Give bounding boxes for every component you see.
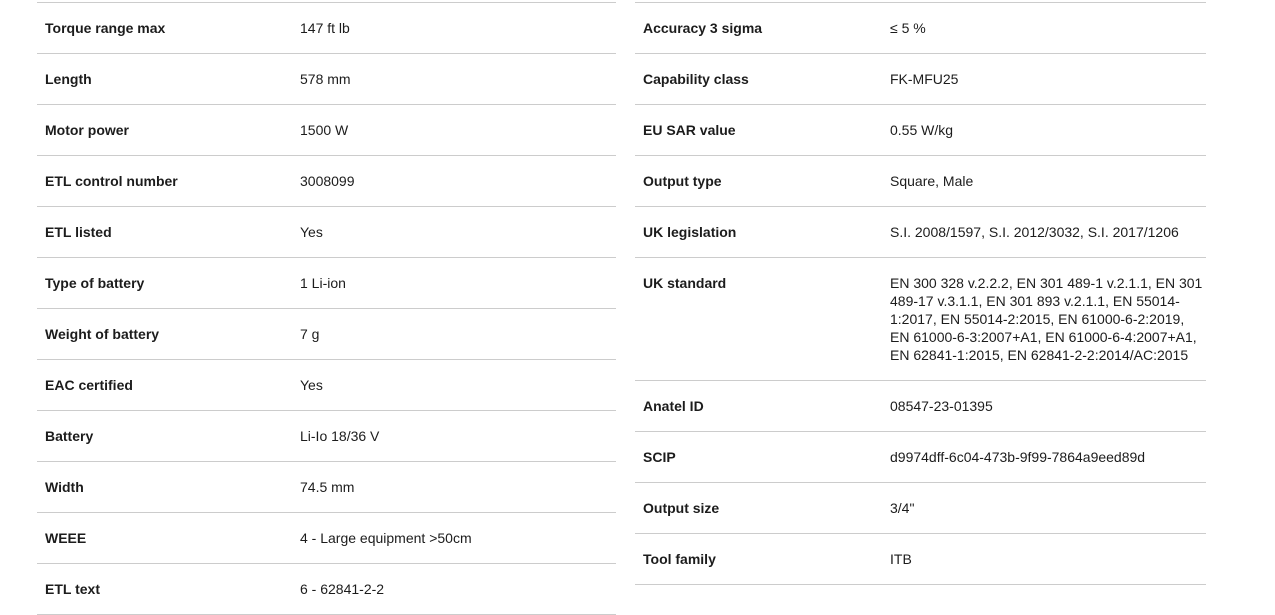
spec-row: Type of battery 1 Li-ion <box>37 258 616 309</box>
spec-row: WEEE 4 - Large equipment >50cm <box>37 513 616 564</box>
spec-label: SCIP <box>643 449 676 465</box>
spec-row: Torque range max 147 ft lb <box>37 3 616 54</box>
spec-row: Battery Li-Io 18/36 V <box>37 411 616 462</box>
spec-row: ETL control number 3008099 <box>37 156 616 207</box>
spec-value: 0.55 W/kg <box>890 122 954 138</box>
spec-row: Motor power 1500 W <box>37 105 616 156</box>
spec-label: Output size <box>643 500 720 516</box>
spec-row: Width 74.5 mm <box>37 462 616 513</box>
spec-value: Li-Io 18/36 V <box>300 428 380 444</box>
spec-value: 74.5 mm <box>300 479 355 495</box>
spec-row: ETL text 6 - 62841-2-2 <box>37 564 616 615</box>
spec-value: FK-MFU25 <box>890 71 959 87</box>
spec-row: SCIP d9974dff-6c04-473b-9f99-7864a9eed89… <box>635 432 1206 483</box>
spec-value: Square, Male <box>890 173 974 189</box>
spec-row: Length 578 mm <box>37 54 616 105</box>
spec-row: Anatel ID 08547-23-01395 <box>635 381 1206 432</box>
spec-value: d9974dff-6c04-473b-9f99-7864a9eed89d <box>890 449 1146 465</box>
spec-value: EN 300 328 v.2.2.2, EN 301 489-1 v.2.1.1… <box>890 275 1203 363</box>
spec-value: 1 Li-ion <box>300 275 346 291</box>
spec-row: Capability class FK-MFU25 <box>635 54 1206 105</box>
spec-label: Motor power <box>45 122 129 138</box>
spec-label: ETL listed <box>45 224 112 240</box>
spec-row: UK legislation S.I. 2008/1597, S.I. 2012… <box>635 207 1206 258</box>
spec-label: Width <box>45 479 84 495</box>
spec-value: ITB <box>890 551 912 567</box>
spec-label: WEEE <box>45 530 87 546</box>
spec-value: 4 - Large equipment >50cm <box>300 530 472 546</box>
spec-label: ETL control number <box>45 173 178 189</box>
spec-row: EU SAR value 0.55 W/kg <box>635 105 1206 156</box>
spec-value: 6 - 62841-2-2 <box>300 581 385 597</box>
spec-row: Output type Square, Male <box>635 156 1206 207</box>
spec-value: 7 g <box>300 326 320 342</box>
spec-row: ETL listed Yes <box>37 207 616 258</box>
spec-label: Weight of battery <box>45 326 160 342</box>
spec-label: EU SAR value <box>643 122 736 138</box>
spec-value: S.I. 2008/1597, S.I. 2012/3032, S.I. 201… <box>890 224 1179 240</box>
spec-value: 3008099 <box>300 173 355 189</box>
spec-value: ≤ 5 % <box>890 20 926 36</box>
spec-row: UK standard EN 300 328 v.2.2.2, EN 301 4… <box>635 258 1206 381</box>
spec-value: 578 mm <box>300 71 351 87</box>
spec-row: EAC certified Yes <box>37 360 616 411</box>
spec-row: Accuracy 3 sigma ≤ 5 % <box>635 3 1206 54</box>
spec-label: Anatel ID <box>643 398 704 414</box>
spec-label: Capability class <box>643 71 749 87</box>
spec-label: Accuracy 3 sigma <box>643 20 763 36</box>
spec-table-right: Accuracy 3 sigma ≤ 5 % Capability class … <box>635 2 1206 615</box>
spec-label: UK legislation <box>643 224 737 240</box>
spec-value: 147 ft lb <box>300 20 350 36</box>
spec-table-left: Torque range max 147 ft lb Length 578 mm… <box>37 2 616 615</box>
spec-label: Tool family <box>643 551 716 567</box>
spec-row: Weight of battery 7 g <box>37 309 616 360</box>
spec-value: 08547-23-01395 <box>890 398 993 414</box>
spec-label: ETL text <box>45 581 100 597</box>
spec-label: Type of battery <box>45 275 145 291</box>
spec-value: Yes <box>300 377 323 393</box>
spec-row: Output size 3/4" <box>635 483 1206 534</box>
spec-value: 1500 W <box>300 122 349 138</box>
spec-label: Battery <box>45 428 94 444</box>
spec-label: UK standard <box>643 275 727 291</box>
spec-label: Torque range max <box>45 20 166 36</box>
spec-value: Yes <box>300 224 323 240</box>
spec-label: Output type <box>643 173 722 189</box>
spec-row: Tool family ITB <box>635 534 1206 585</box>
spec-label: EAC certified <box>45 377 133 393</box>
spec-label: Length <box>45 71 92 87</box>
spec-value: 3/4" <box>890 500 915 516</box>
